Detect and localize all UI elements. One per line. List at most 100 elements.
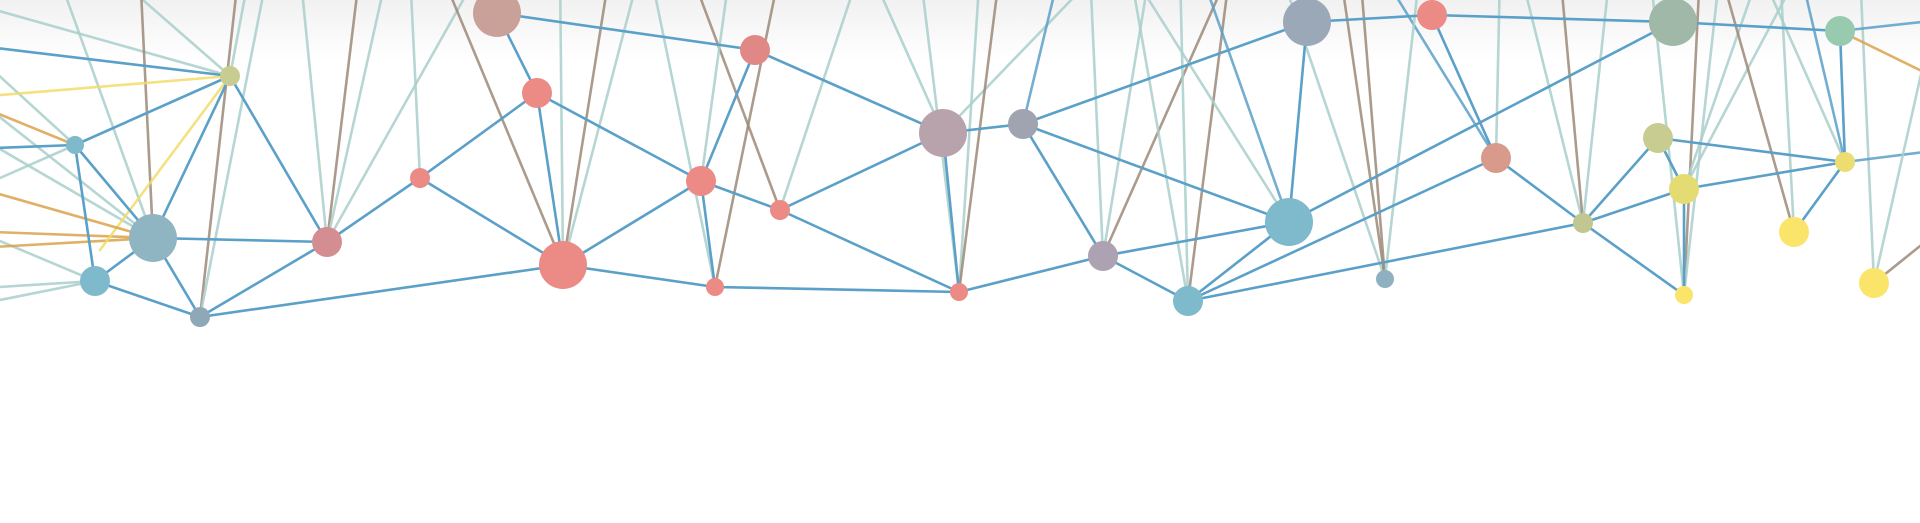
network-edge	[1581, 187, 1686, 225]
network-node	[950, 283, 968, 301]
network-edge	[941, 131, 961, 294]
network-edge	[1287, 20, 1675, 224]
background-edge	[778, 0, 852, 212]
network-node	[1173, 286, 1203, 316]
network-node	[686, 166, 716, 196]
background-edge	[1727, 0, 1796, 234]
network-edge	[957, 254, 1105, 294]
network-node	[410, 168, 430, 188]
network-node	[539, 241, 587, 289]
network-edge	[1021, 122, 1105, 258]
network-edge	[561, 179, 703, 267]
network-edge	[1021, 122, 1291, 224]
network-node	[1283, 0, 1331, 46]
network-node	[1649, 0, 1697, 46]
network-node	[80, 266, 110, 296]
background-edge	[1090, 0, 1105, 258]
foreground-edges	[0, 11, 1847, 319]
network-edge	[713, 285, 961, 294]
network-edge	[1021, 20, 1309, 126]
network-edge	[778, 131, 945, 212]
background-edge	[699, 0, 782, 212]
network-node	[1779, 217, 1809, 247]
background-edge	[140, 0, 155, 240]
network-node	[1643, 123, 1673, 153]
background-edge	[325, 0, 465, 244]
background-edge	[0, 239, 97, 283]
background-edge	[1133, 0, 1190, 303]
background-edge	[1147, 0, 1291, 224]
network-edge	[1186, 221, 1585, 303]
background-edge	[561, 0, 634, 267]
network-edge	[1682, 160, 1847, 191]
network-node	[1825, 16, 1855, 46]
background-edge	[140, 0, 232, 78]
network-edge	[325, 176, 422, 244]
background-edge	[1101, 0, 1147, 258]
background-edge	[301, 0, 329, 244]
network-node	[1265, 198, 1313, 246]
background-edge	[0, 192, 155, 240]
network-node	[1859, 268, 1889, 298]
background-edge	[325, 0, 383, 244]
network-edge	[778, 208, 961, 294]
network-edge	[561, 263, 717, 289]
network-node	[1008, 109, 1038, 139]
background-edge	[1805, 0, 1847, 164]
background-edge	[941, 0, 1073, 135]
network-node	[706, 278, 724, 296]
background-edge	[1860, 0, 1876, 285]
network-edge	[151, 236, 329, 244]
background-edge	[98, 74, 232, 252]
network-node	[220, 66, 240, 86]
background-edge	[1383, 0, 1418, 281]
network-edge	[228, 74, 329, 244]
background-edge	[0, 147, 155, 240]
network-edge	[93, 279, 202, 319]
network-node	[1088, 241, 1118, 271]
background-edge	[559, 0, 565, 267]
background-edge	[1838, 20, 1920, 33]
background-edge	[198, 0, 237, 319]
network-edge	[73, 143, 97, 283]
background-edge	[1209, 0, 1291, 224]
background-edge	[1186, 0, 1228, 303]
background-edge	[1396, 0, 1498, 160]
background-edge	[654, 0, 717, 289]
background-edge	[1872, 72, 1920, 285]
network-node	[1376, 270, 1394, 288]
network-node	[66, 136, 84, 154]
network-node	[740, 35, 770, 65]
network-node	[473, 0, 521, 37]
network-edge	[1671, 20, 1842, 33]
network-edge	[699, 179, 717, 289]
background-edge	[1179, 0, 1190, 303]
network-edge	[1101, 220, 1291, 258]
background-edge	[65, 0, 155, 240]
nodes	[66, 0, 1889, 327]
background-edge	[1561, 0, 1585, 225]
background-edge	[0, 279, 97, 289]
background-edge	[957, 0, 998, 294]
background-edge	[0, 113, 77, 147]
background-edge	[1021, 0, 1055, 126]
network-edge	[1186, 156, 1498, 303]
network-node	[522, 78, 552, 108]
background-edge	[1581, 0, 1609, 225]
network-node	[129, 214, 177, 262]
network-edge	[1430, 13, 1498, 160]
background-edge	[1494, 0, 1501, 160]
network-node	[1481, 143, 1511, 173]
network-edge	[535, 91, 565, 267]
network-node	[190, 307, 210, 327]
background-edge	[451, 0, 565, 267]
network-edge	[198, 263, 565, 319]
network-edge	[73, 74, 232, 147]
network-edge	[1656, 136, 1847, 164]
background-edge	[410, 0, 422, 180]
network-edge	[1430, 13, 1675, 24]
network-edge	[151, 74, 232, 240]
network-node	[312, 227, 342, 257]
background-edge	[0, 230, 155, 240]
background-edge	[0, 143, 77, 180]
